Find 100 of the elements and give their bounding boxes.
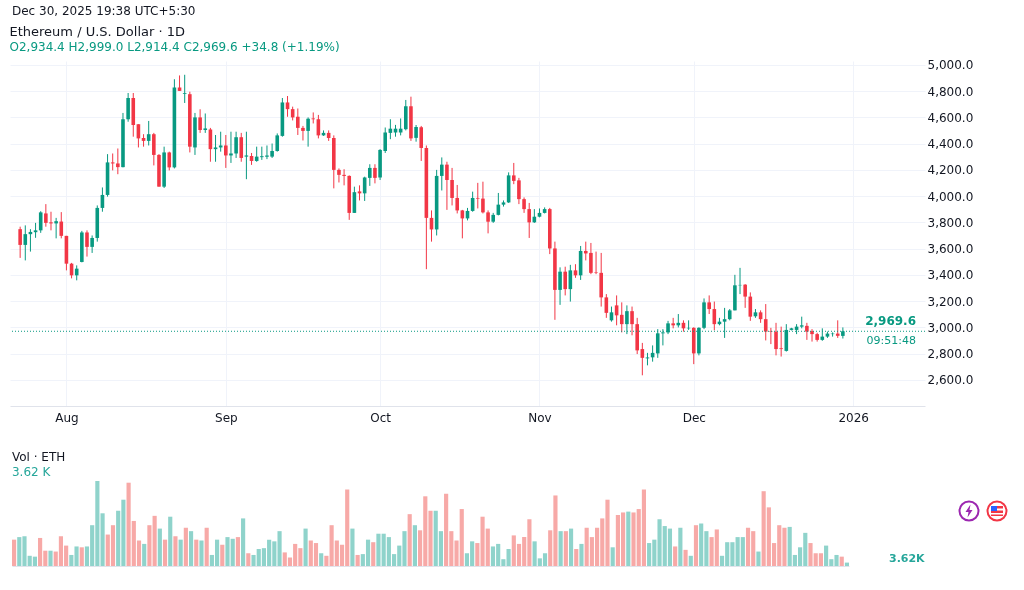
- bar: [350, 528, 355, 566]
- bar: [58, 536, 64, 566]
- bar: [579, 543, 584, 566]
- candlestick: [311, 111, 316, 124]
- bar: [313, 543, 319, 566]
- bar: [204, 527, 209, 566]
- candlestick: [455, 184, 460, 214]
- bar: [168, 516, 173, 566]
- bar: [824, 545, 829, 566]
- bar: [38, 537, 43, 566]
- candlestick: [527, 202, 531, 239]
- bar: [667, 528, 673, 566]
- x-tick-label: Sep: [215, 410, 238, 425]
- chart-subtitle: O2,934.4 H2,999.0 L2,914.4 C2,969.6 +34.8 (+1.19%): [9, 39, 340, 54]
- candlestick: [152, 132, 156, 166]
- candlestick: [337, 167, 341, 183]
- candlestick: [558, 266, 562, 306]
- bar: [412, 525, 417, 566]
- annotation: 09:51:48: [866, 334, 916, 348]
- candlestick: [90, 234, 94, 254]
- candlestick: [234, 131, 238, 159]
- candlestick: [198, 108, 202, 134]
- bar: [558, 531, 563, 566]
- bar: [610, 547, 615, 566]
- candlestick: [481, 181, 485, 214]
- bar: [756, 551, 761, 566]
- candlestick: [229, 131, 233, 164]
- candlestick: [224, 134, 228, 169]
- bar: [839, 556, 844, 566]
- bar: [563, 531, 568, 566]
- y-tick-label: 4,000.0: [927, 189, 974, 204]
- bar: [246, 553, 251, 566]
- bar: [12, 539, 17, 566]
- candlestick: [296, 107, 300, 136]
- x-tick-label: Oct: [370, 410, 392, 425]
- candlestick: [239, 132, 244, 163]
- bar: [157, 528, 162, 566]
- text: Dec 30, 2025 19:38 UTC+5:30: [12, 4, 196, 18]
- candlestick: [419, 125, 424, 162]
- candlestick: [450, 167, 454, 206]
- candlestick: [439, 156, 444, 191]
- x-tick-label: Nov: [528, 410, 552, 425]
- bar: [194, 539, 199, 566]
- candlestick: [182, 74, 187, 104]
- candlestick: [213, 134, 218, 163]
- candlestick: [810, 328, 814, 343]
- bar: [183, 527, 188, 566]
- candlestick: [630, 306, 634, 336]
- bar: [303, 528, 308, 566]
- candlestick: [563, 266, 567, 296]
- candlestick: [306, 116, 310, 148]
- candlestick: [805, 322, 809, 341]
- candlestick: [244, 131, 249, 180]
- bar: [48, 550, 53, 566]
- candlestick: [445, 161, 449, 211]
- x-tick-label: Aug: [55, 410, 79, 425]
- bar: [745, 527, 751, 566]
- candlestick: [38, 210, 43, 234]
- candlestick: [301, 125, 305, 141]
- bar: [490, 546, 496, 566]
- bar: [355, 554, 360, 566]
- bar: [178, 539, 183, 566]
- bar: [574, 549, 579, 566]
- bar: [32, 556, 37, 566]
- y-tick-label: 3,800.0: [927, 215, 974, 230]
- bar: [506, 549, 511, 566]
- y-tick-label: 2,600.0: [927, 373, 974, 388]
- text: 3.62 K: [12, 465, 52, 479]
- bar: [142, 543, 147, 566]
- bar: [678, 527, 683, 566]
- x-tick-label: 2026: [838, 410, 869, 425]
- candlestick: [342, 168, 346, 186]
- bar: [241, 518, 246, 566]
- bar: [647, 543, 652, 566]
- ref-line-label: 2,969.6: [865, 314, 916, 329]
- candlestick: [707, 294, 711, 315]
- candlestick: [743, 283, 747, 309]
- candlestick: [619, 301, 624, 333]
- candlestick: [85, 229, 89, 258]
- chart-title: Vol · ETH: [12, 450, 66, 464]
- candlestick: [486, 209, 490, 234]
- candlestick: [373, 163, 377, 184]
- y-tick-label: 3,200.0: [927, 294, 974, 309]
- y-tick-label: 3,400.0: [927, 268, 974, 283]
- candlestick: [203, 112, 208, 134]
- bar: [699, 523, 704, 566]
- text: 3.62K: [889, 552, 926, 565]
- bar: [235, 537, 240, 566]
- candlestick: [23, 224, 28, 261]
- bar: [173, 536, 178, 566]
- bar: [407, 514, 412, 566]
- bar: [714, 529, 719, 566]
- bar: [365, 539, 371, 566]
- candlestick: [18, 226, 22, 259]
- chart-title: Ethereum / U.S. Dollar · 1D: [9, 23, 185, 39]
- candlestick: [368, 163, 372, 187]
- bar: [324, 555, 329, 566]
- bar: [818, 553, 823, 566]
- bar: [693, 525, 699, 566]
- bar: [740, 537, 745, 566]
